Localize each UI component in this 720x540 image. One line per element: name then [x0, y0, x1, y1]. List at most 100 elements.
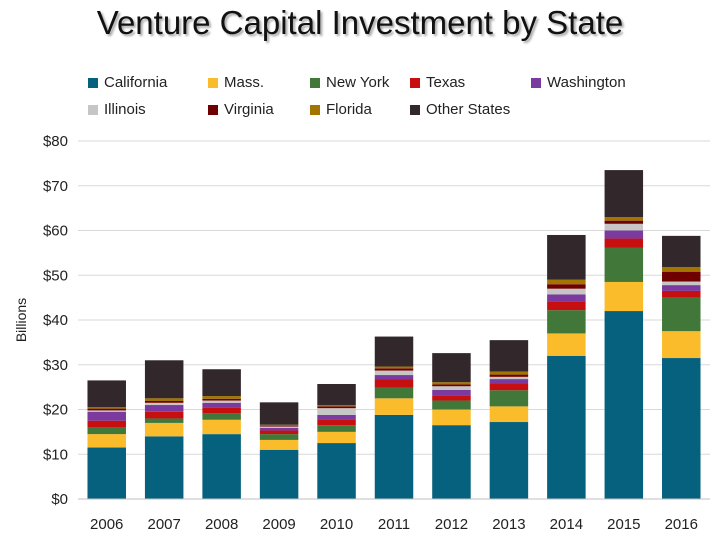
x-tick-label: 2015 [607, 516, 640, 533]
bar-segment [317, 414, 356, 420]
x-tick-label: 2016 [665, 516, 698, 533]
y-tick-label: $70 [43, 178, 68, 195]
bar-segment [432, 400, 471, 410]
legend-label: Texas [426, 74, 466, 91]
bar-segment [87, 407, 126, 409]
bar-segment [87, 447, 126, 499]
x-tick-label: 2014 [550, 516, 583, 533]
bar-segment [317, 408, 356, 415]
legend-swatch [531, 77, 541, 88]
bar-segment [259, 426, 299, 428]
bar-segment [604, 230, 644, 239]
bar-segment [432, 409, 471, 426]
bar-segment [87, 410, 126, 412]
bar-segment [604, 217, 644, 221]
legend-label: New York [326, 74, 390, 91]
bar-segment [374, 379, 414, 388]
legend-swatch [88, 77, 98, 88]
bar-segment [374, 414, 414, 499]
y-tick-label: $60 [43, 223, 68, 240]
bar-segment [489, 379, 529, 384]
legend-swatch [310, 77, 320, 88]
bar-segment [489, 422, 529, 499]
bar-segment [202, 407, 241, 414]
bar-segment [259, 449, 299, 499]
legend-label: Mass. [224, 74, 265, 91]
legend-swatch [208, 77, 218, 88]
y-tick-label: $30 [43, 357, 68, 374]
x-tick-label: 2012 [435, 516, 468, 533]
bar-segment [547, 333, 586, 356]
bar-segment [202, 396, 241, 399]
bar-segment [317, 383, 356, 406]
bar-segment [547, 355, 586, 499]
bar-segment [662, 331, 701, 359]
bar-segment [317, 425, 356, 432]
legend-item: California [88, 74, 167, 91]
bar-segment [662, 285, 701, 291]
bar-segment [259, 430, 299, 435]
legend-swatch [410, 104, 420, 115]
x-tick-label: 2010 [320, 516, 353, 533]
bar-segment [489, 374, 529, 377]
bar-segment [202, 402, 241, 408]
bar-segment [144, 418, 184, 423]
bar-segment [374, 387, 414, 399]
bar-segment [432, 395, 471, 401]
bar-segment [144, 398, 184, 401]
bar-segment [202, 398, 241, 401]
bar-segment [144, 400, 184, 403]
bar-segment [604, 281, 644, 312]
bar-segment [87, 434, 126, 448]
bar-segment [662, 271, 701, 282]
bar-segment [489, 383, 529, 391]
bar-segment [604, 223, 644, 231]
x-tick-label: 2013 [492, 516, 525, 533]
x-tick-label: 2006 [90, 516, 123, 533]
bar-segment [259, 402, 299, 425]
bar-segment [662, 281, 701, 286]
legend-swatch [88, 104, 98, 115]
y-tick-label: $40 [43, 312, 68, 329]
bar-segment [144, 422, 184, 437]
bar-segment [374, 398, 414, 415]
bar-segment [144, 436, 184, 499]
legend-item: Mass. [208, 74, 264, 91]
bar-segment [604, 311, 644, 499]
legend-label: Florida [326, 101, 372, 118]
bar-segment [662, 297, 701, 332]
bar-segment [259, 434, 299, 440]
bar-segment [317, 406, 356, 409]
legend-item: Other States [410, 101, 510, 118]
x-tick-label: 2007 [147, 516, 180, 533]
bar-segment [432, 389, 471, 396]
legend-item: Virginia [208, 101, 274, 118]
bar-segment [259, 427, 299, 431]
bar-segment [432, 425, 471, 499]
y-tick-label: $50 [43, 267, 68, 284]
y-tick-label: $10 [43, 446, 68, 463]
bar-segment [144, 405, 184, 412]
bar-segment [489, 371, 529, 375]
bar-segment [259, 425, 299, 427]
bar-segment [432, 382, 471, 385]
x-tick-label: 2008 [205, 516, 238, 533]
bar-segment [87, 420, 126, 428]
bar-segment [87, 411, 126, 421]
bar-segment [432, 353, 471, 383]
legend-item: Florida [310, 101, 372, 118]
y-tick-label: $0 [51, 491, 68, 508]
bar-segment [489, 376, 529, 380]
bar-segment [87, 380, 126, 408]
y-tick-label: $20 [43, 402, 68, 419]
bar-segment [317, 419, 356, 426]
bar-segment [547, 310, 586, 334]
bar-segment [489, 390, 529, 407]
bar-segment [259, 439, 299, 450]
bar-segment [317, 405, 356, 407]
legend-swatch [410, 77, 420, 88]
bar-segment [662, 290, 701, 298]
y-tick-label: $80 [43, 133, 68, 150]
bar-segment [259, 424, 299, 426]
bar-segment [547, 301, 586, 311]
